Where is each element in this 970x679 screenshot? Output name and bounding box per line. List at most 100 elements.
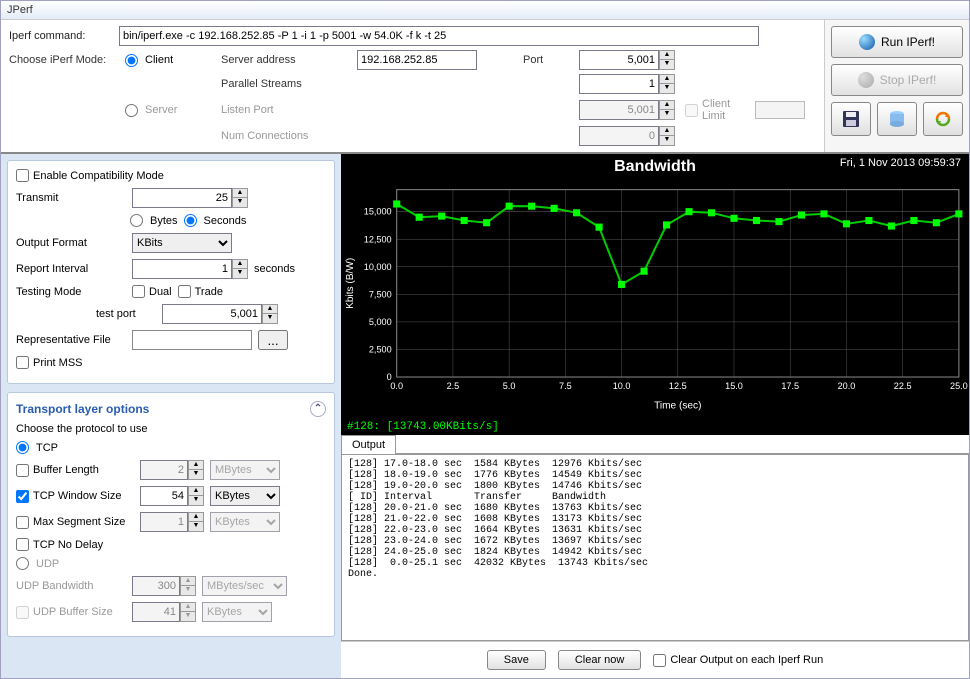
numconn-label: Num Connections: [221, 130, 351, 142]
mode-server-radio[interactable]: Server: [125, 104, 215, 117]
protocol-choose-label: Choose the protocol to use: [16, 423, 326, 435]
clear-button[interactable]: Clear now: [558, 650, 642, 670]
svg-text:12,500: 12,500: [364, 234, 392, 244]
transmit-input[interactable]: [132, 188, 232, 208]
disk-icon: [841, 109, 861, 129]
svg-text:5.0: 5.0: [503, 381, 516, 391]
server-address-input[interactable]: [357, 50, 477, 70]
udp-bw-unit: MBytes/sec: [202, 576, 287, 596]
app-options-panel: Enable Compatibility Mode Transmit ▲▼ By…: [7, 160, 335, 384]
rep-file-browse-button[interactable]: ...: [258, 330, 288, 350]
transport-panel: Transport layer options ⌃ Choose the pro…: [7, 392, 335, 637]
rep-file-input[interactable]: [132, 330, 252, 350]
svg-text:10.0: 10.0: [613, 381, 631, 391]
save-button[interactable]: Save: [487, 650, 546, 670]
rep-file-label: Representative File: [16, 334, 126, 346]
parallel-input[interactable]: [579, 74, 659, 94]
stop-iperf-button[interactable]: Stop IPerf!: [831, 64, 963, 96]
svg-text:5,000: 5,000: [369, 317, 392, 327]
server-address-label: Server address: [221, 54, 351, 66]
buffer-length-check[interactable]: Buffer Length: [16, 464, 134, 477]
seconds-radio[interactable]: Seconds: [184, 214, 247, 227]
transmit-label: Transmit: [16, 192, 126, 204]
mode-client-radio[interactable]: Client: [125, 54, 215, 67]
output-body[interactable]: [128] 17.0-18.0 sec 1584 KBytes 12976 Kb…: [341, 454, 969, 641]
mode-label: Choose iPerf Mode:: [9, 54, 119, 66]
run-iperf-button[interactable]: Run IPerf!: [831, 26, 963, 58]
transmit-spinner[interactable]: ▲▼: [232, 188, 248, 208]
report-interval-input[interactable]: [132, 259, 232, 279]
tcp-radio[interactable]: TCP: [16, 441, 326, 454]
svg-text:25.0: 25.0: [950, 381, 968, 391]
svg-text:2.5: 2.5: [447, 381, 460, 391]
listen-port-label: Listen Port: [221, 104, 351, 116]
max-seg-check[interactable]: Max Segment Size: [16, 516, 134, 529]
refresh-icon: [933, 109, 953, 129]
numconn-spinner: ▲▼: [659, 126, 675, 146]
print-mss-check[interactable]: Print MSS: [16, 356, 326, 369]
numconn-input: [579, 126, 659, 146]
svg-text:22.5: 22.5: [894, 381, 912, 391]
svg-text:0.0: 0.0: [390, 381, 403, 391]
test-port-label: test port: [96, 308, 156, 320]
collapse-icon[interactable]: ⌃: [310, 401, 326, 417]
listen-port-spinner: ▲▼: [659, 100, 675, 120]
tcp-window-unit[interactable]: KBytes: [210, 486, 280, 506]
svg-text:20.0: 20.0: [838, 381, 856, 391]
port-input[interactable]: [579, 50, 659, 70]
nodelay-check[interactable]: TCP No Delay: [16, 538, 326, 551]
udp-radio[interactable]: UDP: [16, 557, 326, 570]
svg-text:Kbits (B/W): Kbits (B/W): [345, 258, 356, 309]
clear-on-run-check[interactable]: Clear Output on each Iperf Run: [653, 654, 823, 667]
disk-icon-button[interactable]: [877, 102, 917, 136]
udp-buf-input: [132, 602, 180, 622]
udp-bw-label: UDP Bandwidth: [16, 580, 126, 592]
svg-text:2,500: 2,500: [369, 345, 392, 355]
max-seg-input: [140, 512, 188, 532]
chart-date: Fri, 1 Nov 2013 09:59:37: [840, 157, 961, 169]
stop-icon: [858, 72, 874, 88]
test-port-input[interactable]: [162, 304, 262, 324]
iperf-command-label: Iperf command:: [9, 30, 119, 42]
chart-status: #128: [13743.00KBits/s]: [341, 419, 969, 435]
port-spinner[interactable]: ▲▼: [659, 50, 675, 70]
transport-title: Transport layer options: [16, 402, 149, 416]
svg-text:10,000: 10,000: [364, 262, 392, 272]
output-format-label: Output Format: [16, 237, 126, 249]
port-label: Port: [523, 54, 573, 66]
cylinder-icon: [887, 109, 907, 129]
output-tab[interactable]: Output: [341, 435, 396, 454]
svg-text:12.5: 12.5: [669, 381, 687, 391]
tcp-window-input[interactable]: [140, 486, 188, 506]
udp-bw-input: [132, 576, 180, 596]
compat-check[interactable]: Enable Compatibility Mode: [16, 169, 326, 182]
svg-text:15.0: 15.0: [725, 381, 743, 391]
save-icon-button[interactable]: [831, 102, 871, 136]
bytes-radio[interactable]: Bytes: [130, 214, 178, 227]
tcp-window-check[interactable]: TCP Window Size: [16, 490, 134, 503]
trade-check[interactable]: Trade: [178, 285, 223, 298]
report-interval-label: Report Interval: [16, 263, 126, 275]
buffer-length-unit: MBytes: [210, 460, 280, 480]
report-interval-spinner[interactable]: ▲▼: [232, 259, 248, 279]
svg-text:15,000: 15,000: [364, 207, 392, 217]
parallel-label: Parallel Streams: [221, 78, 351, 90]
parallel-spinner[interactable]: ▲▼: [659, 74, 675, 94]
listen-port-input: [579, 100, 659, 120]
refresh-icon-button[interactable]: [923, 102, 963, 136]
testing-mode-label: Testing Mode: [16, 286, 126, 298]
report-interval-unit: seconds: [254, 263, 295, 275]
test-port-spinner[interactable]: ▲▼: [262, 304, 278, 324]
svg-text:17.5: 17.5: [781, 381, 799, 391]
buffer-length-input: [140, 460, 188, 480]
udp-buf-check: UDP Buffer Size: [16, 606, 126, 619]
svg-text:Time (sec): Time (sec): [654, 400, 701, 411]
client-limit-check: Client Limit: [685, 98, 805, 122]
window-titlebar: JPerf: [1, 1, 969, 20]
iperf-command-input[interactable]: [119, 26, 759, 46]
udp-buf-unit: KBytes: [202, 602, 272, 622]
output-format-select[interactable]: KBits: [132, 233, 232, 253]
tcp-window-spinner[interactable]: ▲▼: [188, 486, 204, 506]
dual-check[interactable]: Dual: [132, 285, 172, 298]
svg-text:7.5: 7.5: [559, 381, 572, 391]
